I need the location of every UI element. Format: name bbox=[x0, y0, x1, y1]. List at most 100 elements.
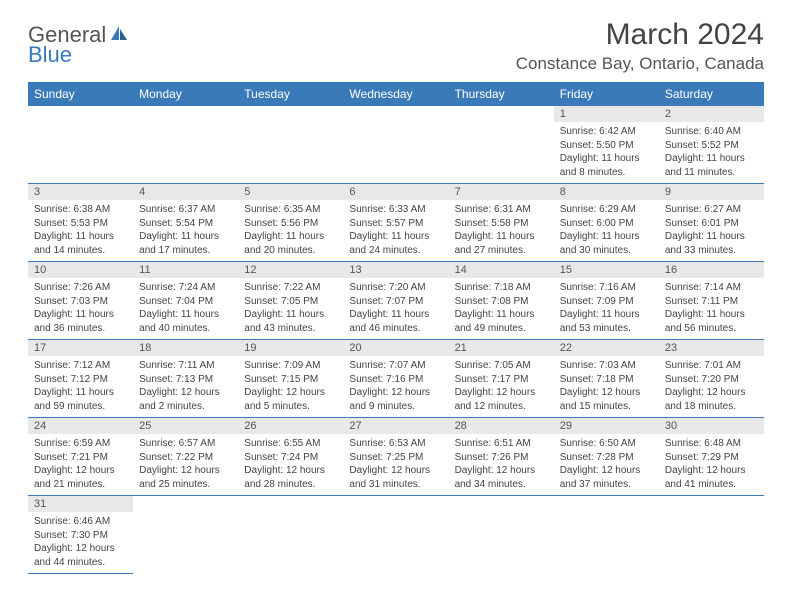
calendar-cell bbox=[554, 496, 659, 574]
daylight-text: Daylight: 11 hours and 56 minutes. bbox=[665, 308, 758, 335]
calendar-week: 17Sunrise: 7:12 AMSunset: 7:12 PMDayligh… bbox=[28, 340, 764, 418]
day-info: Sunrise: 6:51 AMSunset: 7:26 PMDaylight:… bbox=[449, 434, 554, 495]
sunset-text: Sunset: 5:52 PM bbox=[665, 139, 758, 153]
day-number: 30 bbox=[659, 418, 764, 434]
day-info: Sunrise: 7:03 AMSunset: 7:18 PMDaylight:… bbox=[554, 356, 659, 417]
daylight-text: Daylight: 12 hours and 5 minutes. bbox=[244, 386, 337, 413]
daylight-text: Daylight: 12 hours and 18 minutes. bbox=[665, 386, 758, 413]
day-info: Sunrise: 7:01 AMSunset: 7:20 PMDaylight:… bbox=[659, 356, 764, 417]
sunrise-text: Sunrise: 7:14 AM bbox=[665, 281, 758, 295]
calendar-cell bbox=[238, 496, 343, 574]
calendar-cell: 12 Sunrise: 7:22 AMSunset: 7:05 PMDayligh… bbox=[238, 262, 343, 340]
day-number: 19 bbox=[238, 340, 343, 356]
sunset-text: Sunset: 7:15 PM bbox=[244, 373, 337, 387]
day-number: 17 bbox=[28, 340, 133, 356]
day-number: 7 bbox=[449, 184, 554, 200]
day-info: Sunrise: 6:40 AMSunset: 5:52 PMDaylight:… bbox=[659, 122, 764, 183]
calendar-cell: 22Sunrise: 7:03 AMSunset: 7:18 PMDayligh… bbox=[554, 340, 659, 418]
sunset-text: Sunset: 5:53 PM bbox=[34, 217, 127, 231]
sunset-text: Sunset: 7:16 PM bbox=[349, 373, 442, 387]
day-info: Sunrise: 7:14 AMSunset: 7:11 PMDaylight:… bbox=[659, 278, 764, 339]
daylight-text: Daylight: 12 hours and 25 minutes. bbox=[139, 464, 232, 491]
sunset-text: Sunset: 6:01 PM bbox=[665, 217, 758, 231]
sunrise-text: Sunrise: 6:40 AM bbox=[665, 125, 758, 139]
day-number: 22 bbox=[554, 340, 659, 356]
sunset-text: Sunset: 7:25 PM bbox=[349, 451, 442, 465]
daylight-text: Daylight: 12 hours and 2 minutes. bbox=[139, 386, 232, 413]
sunrise-text: Sunrise: 6:59 AM bbox=[34, 437, 127, 451]
sunrise-text: Sunrise: 7:20 AM bbox=[349, 281, 442, 295]
sunset-text: Sunset: 6:00 PM bbox=[560, 217, 653, 231]
sunset-text: Sunset: 7:13 PM bbox=[139, 373, 232, 387]
day-info: Sunrise: 7:16 AMSunset: 7:09 PMDaylight:… bbox=[554, 278, 659, 339]
calendar-cell bbox=[449, 496, 554, 574]
daylight-text: Daylight: 11 hours and 59 minutes. bbox=[34, 386, 127, 413]
sunrise-text: Sunrise: 6:31 AM bbox=[455, 203, 548, 217]
logo-text-blue-wrap: Blue bbox=[28, 42, 72, 68]
daylight-text: Daylight: 12 hours and 31 minutes. bbox=[349, 464, 442, 491]
calendar-cell: 17Sunrise: 7:12 AMSunset: 7:12 PMDayligh… bbox=[28, 340, 133, 418]
calendar-cell: 27Sunrise: 6:53 AMSunset: 7:25 PMDayligh… bbox=[343, 418, 448, 496]
daylight-text: Daylight: 12 hours and 21 minutes. bbox=[34, 464, 127, 491]
calendar-cell bbox=[343, 496, 448, 574]
calendar-cell: 29Sunrise: 6:50 AMSunset: 7:28 PMDayligh… bbox=[554, 418, 659, 496]
calendar-cell: 1Sunrise: 6:42 AMSunset: 5:50 PMDaylight… bbox=[554, 106, 659, 184]
sunrise-text: Sunrise: 7:05 AM bbox=[455, 359, 548, 373]
calendar-cell bbox=[238, 106, 343, 184]
calendar-cell: 18Sunrise: 7:11 AMSunset: 7:13 PMDayligh… bbox=[133, 340, 238, 418]
title-block: March 2024 Constance Bay, Ontario, Canad… bbox=[516, 18, 764, 74]
sunset-text: Sunset: 7:05 PM bbox=[244, 295, 337, 309]
sunset-text: Sunset: 7:20 PM bbox=[665, 373, 758, 387]
day-number: 27 bbox=[343, 418, 448, 434]
day-number: 10 bbox=[28, 262, 133, 278]
day-info: Sunrise: 7:11 AMSunset: 7:13 PMDaylight:… bbox=[133, 356, 238, 417]
day-number: 23 bbox=[659, 340, 764, 356]
calendar-cell: 30Sunrise: 6:48 AMSunset: 7:29 PMDayligh… bbox=[659, 418, 764, 496]
daylight-text: Daylight: 11 hours and 43 minutes. bbox=[244, 308, 337, 335]
sunset-text: Sunset: 5:56 PM bbox=[244, 217, 337, 231]
sunrise-text: Sunrise: 7:09 AM bbox=[244, 359, 337, 373]
daylight-text: Daylight: 12 hours and 28 minutes. bbox=[244, 464, 337, 491]
daylight-text: Daylight: 11 hours and 53 minutes. bbox=[560, 308, 653, 335]
day-info: Sunrise: 6:50 AMSunset: 7:28 PMDaylight:… bbox=[554, 434, 659, 495]
sunrise-text: Sunrise: 7:22 AM bbox=[244, 281, 337, 295]
day-header: Friday bbox=[554, 82, 659, 106]
day-info: Sunrise: 7:05 AMSunset: 7:17 PMDaylight:… bbox=[449, 356, 554, 417]
sunrise-text: Sunrise: 7:11 AM bbox=[139, 359, 232, 373]
day-header: Saturday bbox=[659, 82, 764, 106]
day-info: Sunrise: 7:12 AMSunset: 7:12 PMDaylight:… bbox=[28, 356, 133, 417]
day-info: Sunrise: 6:37 AMSunset: 5:54 PMDaylight:… bbox=[133, 200, 238, 261]
day-number: 29 bbox=[554, 418, 659, 434]
calendar-cell bbox=[133, 496, 238, 574]
sunset-text: Sunset: 7:30 PM bbox=[34, 529, 127, 543]
daylight-text: Daylight: 11 hours and 36 minutes. bbox=[34, 308, 127, 335]
daylight-text: Daylight: 11 hours and 20 minutes. bbox=[244, 230, 337, 257]
sunset-text: Sunset: 7:11 PM bbox=[665, 295, 758, 309]
sunrise-text: Sunrise: 6:38 AM bbox=[34, 203, 127, 217]
sunrise-text: Sunrise: 7:07 AM bbox=[349, 359, 442, 373]
day-info: Sunrise: 6:55 AMSunset: 7:24 PMDaylight:… bbox=[238, 434, 343, 495]
day-number: 16 bbox=[659, 262, 764, 278]
calendar-cell: 7 Sunrise: 6:31 AMSunset: 5:58 PMDaylight… bbox=[449, 184, 554, 262]
calendar-cell: 31Sunrise: 6:46 AMSunset: 7:30 PMDayligh… bbox=[28, 496, 133, 574]
sunset-text: Sunset: 5:58 PM bbox=[455, 217, 548, 231]
calendar-cell bbox=[133, 106, 238, 184]
daylight-text: Daylight: 11 hours and 27 minutes. bbox=[455, 230, 548, 257]
calendar-cell: 24Sunrise: 6:59 AMSunset: 7:21 PMDayligh… bbox=[28, 418, 133, 496]
day-info: Sunrise: 7:24 AMSunset: 7:04 PMDaylight:… bbox=[133, 278, 238, 339]
calendar-cell: 26Sunrise: 6:55 AMSunset: 7:24 PMDayligh… bbox=[238, 418, 343, 496]
day-info: Sunrise: 6:57 AMSunset: 7:22 PMDaylight:… bbox=[133, 434, 238, 495]
calendar-cell: 23Sunrise: 7:01 AMSunset: 7:20 PMDayligh… bbox=[659, 340, 764, 418]
day-info: Sunrise: 6:33 AMSunset: 5:57 PMDaylight:… bbox=[343, 200, 448, 261]
day-number: 21 bbox=[449, 340, 554, 356]
day-info: Sunrise: 7:09 AMSunset: 7:15 PMDaylight:… bbox=[238, 356, 343, 417]
day-info: Sunrise: 6:46 AMSunset: 7:30 PMDaylight:… bbox=[28, 512, 133, 573]
day-number: 12 bbox=[238, 262, 343, 278]
daylight-text: Daylight: 11 hours and 24 minutes. bbox=[349, 230, 442, 257]
daylight-text: Daylight: 12 hours and 34 minutes. bbox=[455, 464, 548, 491]
calendar-body: 1Sunrise: 6:42 AMSunset: 5:50 PMDaylight… bbox=[28, 106, 764, 574]
month-title: March 2024 bbox=[516, 18, 764, 52]
sunset-text: Sunset: 7:17 PM bbox=[455, 373, 548, 387]
sunrise-text: Sunrise: 7:26 AM bbox=[34, 281, 127, 295]
sunset-text: Sunset: 7:29 PM bbox=[665, 451, 758, 465]
